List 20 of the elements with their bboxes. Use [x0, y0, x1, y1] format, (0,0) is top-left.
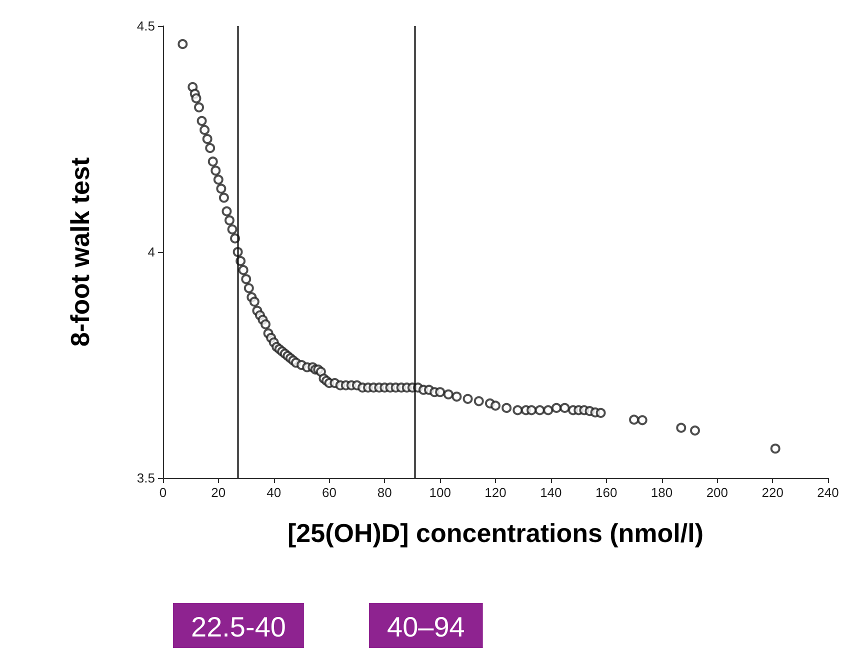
- x-tick-label: 60: [322, 485, 336, 500]
- x-tick-label: 120: [484, 485, 506, 500]
- y-axis-title: 8-foot walk test: [65, 157, 95, 347]
- x-tick-label: 180: [650, 485, 673, 500]
- y-tick-label: 3.5: [136, 470, 155, 486]
- y-tick-label: 4.5: [136, 18, 155, 34]
- y-tick-label: 4: [148, 244, 155, 260]
- x-tick-label: 40: [266, 485, 282, 500]
- x-tick-label: 140: [540, 485, 562, 500]
- x-tick-label: 100: [429, 485, 451, 500]
- text: 40–94: [387, 612, 465, 642]
- x-tick-label: 240: [817, 485, 839, 500]
- x-tick-label: 160: [595, 485, 618, 500]
- x-tick-label: 200: [706, 485, 728, 500]
- x-axis-title: [25(OH)D] concentrations (nmol/l): [287, 518, 704, 548]
- x-tick-label: 80: [377, 485, 392, 500]
- x-tick-label: 20: [211, 485, 226, 500]
- x-tick-label: 0: [159, 485, 167, 500]
- x-tick-label: 220: [762, 485, 784, 500]
- text: 22.5-40: [191, 612, 286, 642]
